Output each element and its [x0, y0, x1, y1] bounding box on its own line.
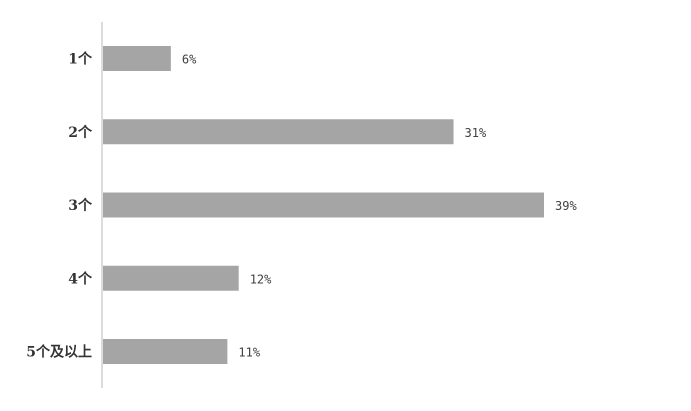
data-label: 39% [555, 199, 577, 213]
category-label: 3个 [68, 197, 93, 214]
data-label: 11% [238, 346, 260, 360]
bar-2 [103, 119, 454, 145]
category-label: 1个 [68, 51, 93, 68]
category-label: 2个 [68, 124, 93, 141]
data-label: 31% [465, 126, 487, 140]
bar-1 [103, 46, 171, 71]
bar-4 [103, 265, 239, 291]
data-label: 6% [182, 53, 197, 67]
bar-5 [103, 339, 228, 364]
category-label: 5个及以上 [26, 344, 92, 361]
category-label: 4个 [68, 270, 93, 287]
bar-3 [103, 192, 544, 218]
data-label: 12% [250, 272, 272, 286]
